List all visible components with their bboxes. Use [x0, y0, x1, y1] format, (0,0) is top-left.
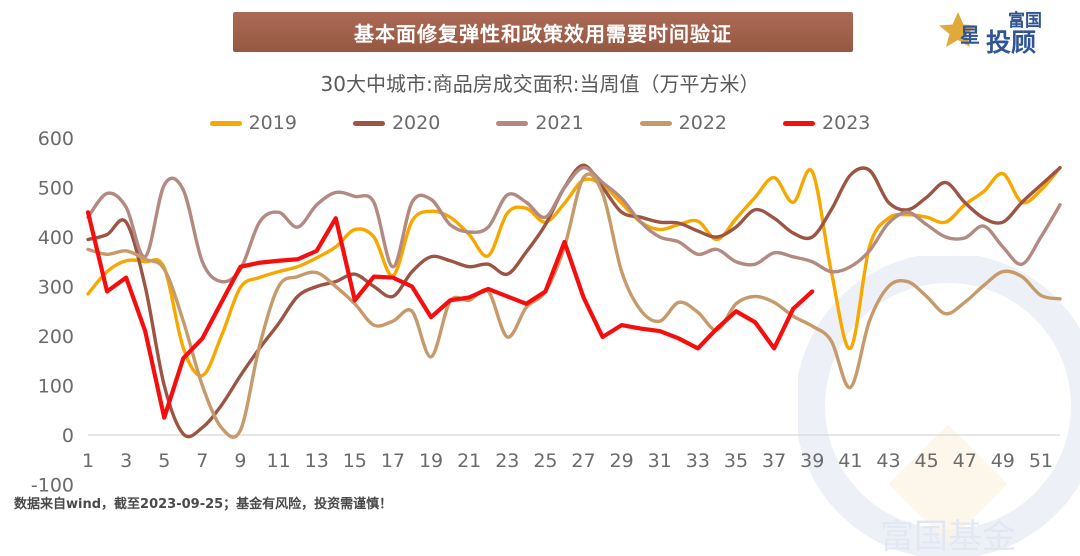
legend-label-2022: 2022 [678, 112, 728, 134]
y-tick--100: -100 [31, 475, 74, 497]
x-tick-33: 33 [686, 450, 710, 472]
y-tick-100: 100 [38, 376, 74, 398]
x-tick-45: 45 [914, 450, 938, 472]
legend-item-2023[interactable]: 2023 [783, 112, 870, 134]
chart-legend: 2019 2020 2021 2022 2023 [0, 112, 1080, 134]
series-line-2023 [85, 210, 815, 420]
x-tick-47: 47 [953, 450, 977, 472]
x-tick-9: 9 [234, 450, 246, 472]
x-tick-29: 29 [610, 450, 634, 472]
x-tick-37: 37 [762, 450, 786, 472]
legend-label-2020: 2020 [391, 112, 441, 134]
x-tick-3: 3 [120, 450, 132, 472]
legend-label-2019: 2019 [248, 112, 297, 134]
brand-logo: 星 富国 投顾 [939, 10, 1042, 57]
series-line-2021 [86, 166, 1062, 284]
legend-swatch-2022 [639, 120, 672, 126]
x-axis-labels: 1 3 5 7 9 11 13 15 17 19 21 23 25 27 29 31 33 35 37 39 41 43 4… [82, 450, 1053, 472]
x-tick-25: 25 [533, 450, 557, 472]
watermark-text: 富国基金 [880, 517, 1016, 556]
y-tick-200: 200 [38, 326, 74, 348]
legend-swatch-2023 [783, 120, 816, 126]
x-tick-21: 21 [457, 450, 481, 472]
x-tick-39: 39 [800, 450, 824, 472]
x-tick-31: 31 [648, 450, 672, 472]
x-tick-17: 17 [381, 450, 405, 472]
y-tick-0: 0 [62, 425, 74, 447]
x-tick-43: 43 [876, 450, 900, 472]
chart-series-group [85, 163, 1062, 439]
x-tick-15: 15 [343, 450, 367, 472]
y-tick-600: 600 [38, 128, 74, 150]
chart-plot-area: 600 500 400 300 200 100 0 -100 1 3 5 7 9 11 13 15 17 19 2… [0, 128, 1080, 498]
x-tick-13: 13 [305, 450, 329, 472]
source-footnote: 数据来自wind，截至2023-09-25；基金有风险，投资需谨慎！ [14, 497, 393, 512]
legend-label-2023: 2023 [822, 112, 871, 134]
x-tick-1: 1 [82, 450, 94, 472]
x-tick-41: 41 [838, 450, 862, 472]
logo-star-char: 星 [960, 23, 980, 47]
x-tick-5: 5 [158, 450, 170, 472]
legend-swatch-2019 [209, 120, 242, 126]
y-axis-labels: 600 500 400 300 200 100 0 -100 [31, 128, 74, 497]
logo-top-text: 富国 [1008, 10, 1042, 31]
x-tick-19: 19 [419, 450, 443, 472]
x-tick-23: 23 [495, 450, 519, 472]
legend-item-2019[interactable]: 2019 [209, 112, 297, 134]
x-tick-51: 51 [1029, 450, 1053, 472]
y-tick-400: 400 [38, 227, 74, 249]
legend-label-2021: 2021 [535, 112, 584, 134]
legend-item-2022[interactable]: 2022 [639, 112, 728, 134]
page-title: 基本面修复弹性和政策效用需要时间验证 [354, 21, 732, 46]
chart-subtitle: 30大中城市:商品房成交面积:当周值（万平方米） [320, 72, 760, 96]
legend-swatch-2021 [496, 120, 529, 126]
page-title-banner: 基本面修复弹性和政策效用需要时间验证 [233, 12, 853, 52]
y-tick-300: 300 [38, 277, 74, 299]
logo-main-text: 投顾 [986, 28, 1036, 57]
x-tick-27: 27 [571, 450, 595, 472]
x-tick-11: 11 [266, 450, 290, 472]
star-icon [939, 12, 977, 47]
x-tick-49: 49 [991, 450, 1015, 472]
legend-item-2020[interactable]: 2020 [352, 112, 441, 134]
x-tick-7: 7 [196, 450, 208, 472]
y-tick-500: 500 [38, 178, 74, 200]
legend-item-2021[interactable]: 2021 [496, 112, 584, 134]
x-tick-35: 35 [724, 450, 748, 472]
legend-swatch-2020 [352, 120, 385, 126]
series-line-2022 [86, 172, 1062, 439]
